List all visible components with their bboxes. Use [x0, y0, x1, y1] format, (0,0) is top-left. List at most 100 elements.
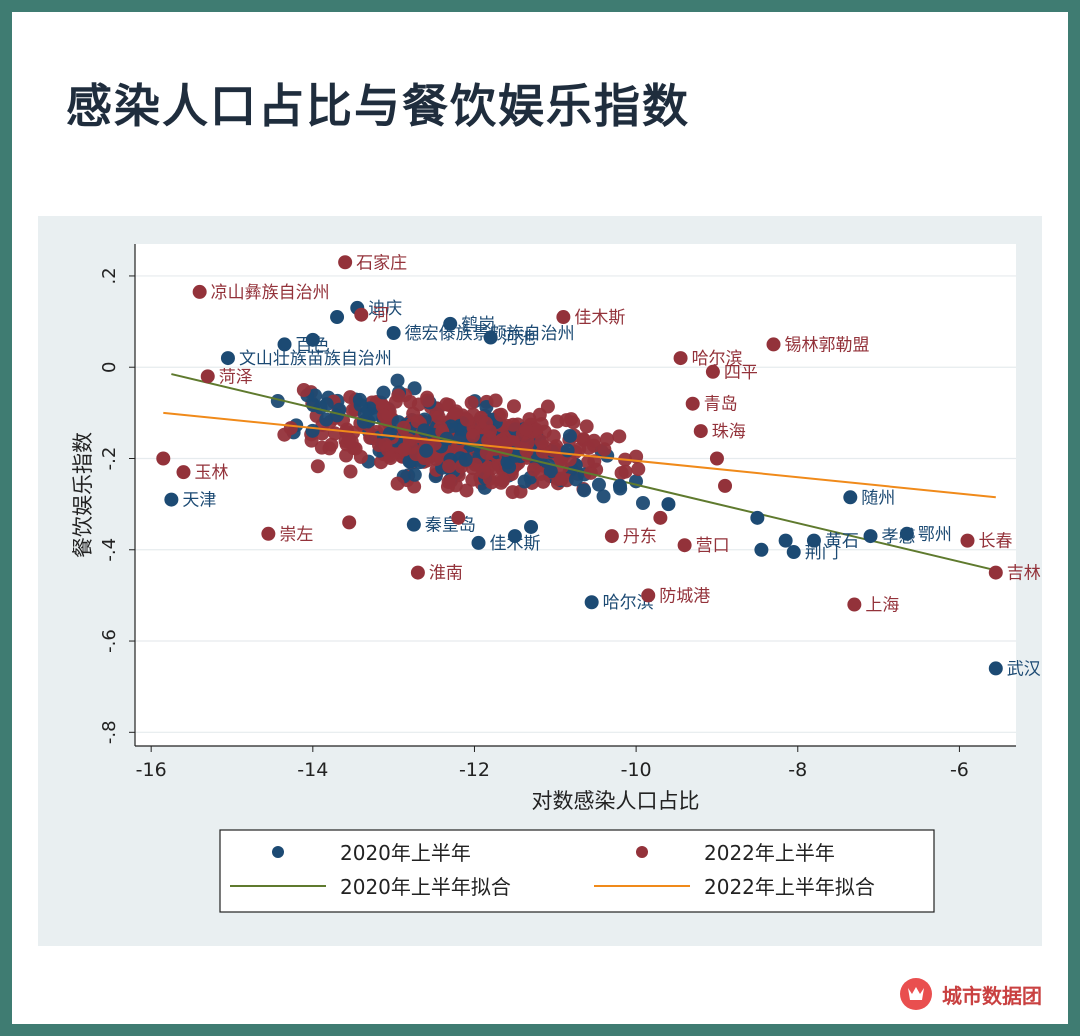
point-label: 青岛 — [704, 395, 738, 415]
point-2020 — [988, 661, 1003, 676]
point-2020 — [483, 330, 498, 345]
cloud-point-2020 — [319, 412, 334, 427]
point-2022 — [766, 337, 781, 352]
point-2022 — [641, 588, 656, 603]
cloud-point-2020 — [591, 477, 606, 492]
cloud-point-2020 — [419, 443, 434, 458]
cloud-point-2022 — [482, 424, 497, 439]
point-2022 — [451, 510, 466, 525]
point-label: 文山壮族苗族自治州 — [239, 349, 392, 369]
cloud-point-2020 — [376, 385, 391, 400]
point-2022 — [338, 255, 353, 270]
cloud-point-2020 — [319, 397, 334, 412]
point-label: 上海 — [865, 596, 899, 616]
cloud-point-2022 — [579, 419, 594, 434]
x-tick-label: -6 — [950, 759, 969, 781]
cloud-point-2022 — [587, 433, 602, 448]
point-label: 荆门 — [805, 543, 839, 563]
point-label: 河 — [372, 306, 389, 326]
cloud-point-2020 — [353, 398, 368, 413]
point-label: 河池 — [502, 329, 536, 349]
point-2020 — [754, 542, 769, 557]
point-2022 — [847, 597, 862, 612]
cloud-point-2020 — [562, 428, 577, 443]
cloud-point-2022 — [612, 429, 627, 444]
point-2020 — [786, 545, 801, 560]
point-2022 — [653, 510, 668, 525]
point-2022 — [354, 307, 369, 322]
brand-name: 城市数据团 — [942, 983, 1042, 1008]
point-2020 — [406, 517, 421, 532]
point-label: 四平 — [724, 363, 758, 383]
cloud-point-2022 — [536, 474, 551, 489]
point-label: 佳木斯 — [490, 534, 541, 554]
cloud-point-2022 — [442, 459, 457, 474]
point-2020 — [277, 337, 292, 352]
y-tick-label: -.6 — [99, 629, 120, 653]
legend-marker — [272, 846, 284, 858]
cloud-point-2022 — [465, 472, 480, 487]
point-label: 营口 — [696, 536, 730, 556]
cloud-point-2020 — [596, 489, 611, 504]
legend-label: 2020年上半年 — [340, 841, 471, 865]
point-label: 珠海 — [712, 422, 746, 442]
point-label: 迪庆 — [368, 299, 402, 319]
cloud-point-2020 — [305, 423, 320, 438]
cloud-point-2022 — [495, 471, 510, 486]
cloud-point-2022 — [464, 395, 479, 410]
cloud-point-2020 — [635, 495, 650, 510]
cloud-point-2022 — [466, 428, 481, 443]
cloud-point-2022 — [431, 410, 446, 425]
point-2020 — [524, 519, 539, 534]
brand-logo-icon — [900, 978, 932, 1010]
page-title: 感染人口占比与餐饮娱乐指数 — [66, 79, 690, 133]
point-label: 防城港 — [659, 586, 710, 606]
x-tick-label: -12 — [459, 759, 490, 781]
point-2020 — [806, 533, 821, 548]
point-2022 — [192, 284, 207, 299]
point-2020 — [507, 529, 522, 544]
cloud-point-2022 — [554, 471, 569, 486]
point-2020 — [843, 490, 858, 505]
fit-line-2020 — [171, 373, 997, 572]
cloud-point-2022 — [614, 465, 629, 480]
point-2022 — [960, 533, 975, 548]
point-label: 秦皇岛 — [425, 516, 476, 536]
legend-label: 2022年上半年 — [704, 841, 835, 865]
cloud-point-2022 — [631, 462, 646, 477]
brand: 城市数据团 — [900, 978, 1042, 1010]
cloud-point-2022 — [506, 417, 521, 432]
cloud-point-2022 — [459, 412, 474, 427]
point-label: 鹤岗 — [461, 315, 495, 335]
cloud-point-2022 — [324, 437, 339, 452]
point-label: 天津 — [182, 491, 216, 511]
x-tick-label: -14 — [297, 759, 328, 781]
cloud-point-2022 — [339, 422, 354, 437]
cloud-point-2020 — [568, 472, 583, 487]
point-2020 — [778, 533, 793, 548]
point-2022 — [709, 451, 724, 466]
cloud-point-2022 — [439, 397, 454, 412]
point-2022 — [556, 310, 571, 325]
cloud-point-2022 — [540, 399, 555, 414]
y-axis-title: 餐饮娱乐指数 — [71, 432, 95, 558]
point-2020 — [584, 595, 599, 610]
cloud-point-2022 — [343, 464, 358, 479]
y-tick-label: -.2 — [99, 447, 120, 471]
y-tick-label: .2 — [99, 267, 120, 284]
point-2020 — [386, 325, 401, 340]
point-label: 孝感 — [882, 527, 916, 547]
cloud-point-2022 — [448, 406, 463, 421]
point-2022 — [156, 451, 171, 466]
point-2022 — [693, 424, 708, 439]
cloud-point-2022 — [519, 443, 534, 458]
point-2020 — [443, 316, 458, 331]
cloud-point-2022 — [377, 408, 392, 423]
point-2022 — [677, 538, 692, 553]
point-2020 — [612, 478, 627, 493]
point-2020 — [899, 526, 914, 541]
point-label: 凉山彝族自治州 — [211, 283, 330, 303]
cloud-point-2022 — [597, 442, 612, 457]
y-tick-label: -.8 — [99, 720, 120, 744]
y-tick-label: 0 — [99, 361, 120, 372]
